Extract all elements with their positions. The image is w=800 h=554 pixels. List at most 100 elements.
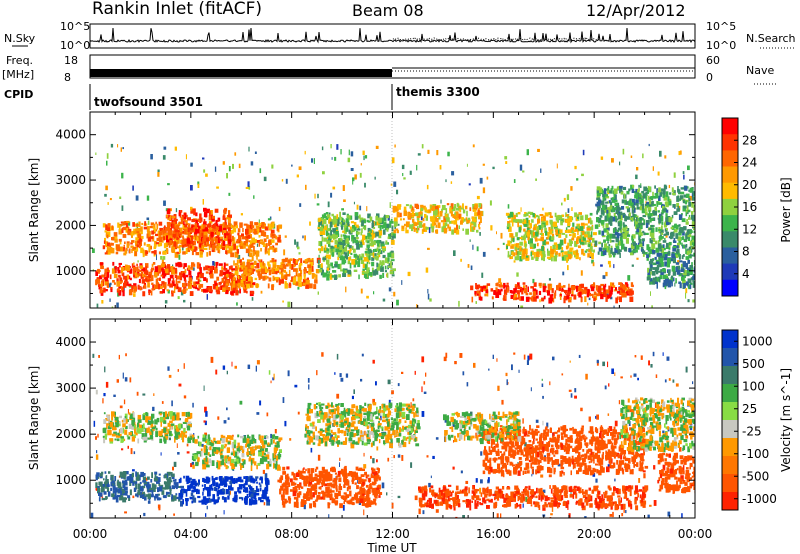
power-heatmap-cell — [247, 276, 252, 282]
power-heatmap-cell — [267, 283, 270, 289]
power-heatmap-cell — [230, 229, 234, 234]
power-heatmap-cell — [320, 227, 324, 232]
velocity-speck-cell — [161, 401, 164, 404]
velocity-speck-cell — [597, 507, 600, 511]
power-speck-cell — [127, 221, 131, 226]
power-heatmap-cell — [137, 233, 142, 238]
power-heatmap-cell — [211, 239, 214, 245]
power-heatmap-cell — [569, 297, 572, 300]
power-heatmap-cell — [610, 222, 613, 226]
power-heatmap-cell — [155, 278, 159, 285]
power-heatmap-cell — [507, 254, 511, 258]
power-heatmap-cell — [524, 230, 529, 236]
power-heatmap-cell — [297, 277, 302, 283]
power-heatmap-cell — [648, 252, 651, 258]
power-heatmap-cell — [560, 285, 564, 288]
power-speck-cell — [162, 256, 166, 260]
power-heatmap-cell — [649, 258, 654, 264]
power-heatmap-cell — [477, 210, 481, 216]
velocity-heatmap-cell — [166, 491, 170, 495]
power-heatmap-cell — [186, 238, 191, 244]
power-heatmap-cell — [118, 238, 122, 242]
power-heatmap-cell — [666, 275, 669, 279]
power-heatmap-cell — [119, 278, 122, 285]
velocity-speck-cell — [177, 369, 179, 372]
power-heatmap-cell — [634, 207, 636, 213]
velocity-heatmap-cell — [154, 474, 157, 479]
power-heatmap-cell — [328, 212, 331, 216]
power-speck-cell — [630, 155, 633, 158]
velocity-speck-cell — [287, 370, 290, 377]
velocity-speck-cell — [633, 373, 637, 377]
power-heatmap-cell — [366, 219, 369, 223]
power-heatmap-cell — [608, 244, 611, 247]
power-heatmap-cell — [120, 271, 124, 274]
power-heatmap-cell — [272, 222, 274, 228]
power-heatmap-cell — [159, 227, 163, 232]
power-heatmap-cell — [621, 231, 623, 238]
power-speck-cell — [104, 193, 107, 197]
velocity-speck-cell — [445, 352, 448, 358]
velocity-speck-cell — [105, 381, 109, 388]
power-heatmap-cell — [239, 275, 242, 282]
power-heatmap-cell — [610, 201, 613, 207]
power-heatmap-cell — [613, 212, 616, 219]
power-heatmap-cell — [549, 294, 553, 299]
power-heatmap-cell — [308, 257, 311, 263]
power-heatmap-cell — [353, 222, 357, 226]
power-heatmap-cell — [105, 242, 109, 247]
velocity-heatmap-cell — [138, 485, 141, 489]
power-heatmap-cell — [200, 249, 204, 253]
power-heatmap-cell — [433, 209, 438, 214]
power-speck-cell — [238, 163, 241, 169]
power-heatmap-cell — [374, 253, 377, 258]
power-heatmap-cell — [318, 220, 323, 226]
power-speck-cell — [359, 172, 362, 178]
power-heatmap-cell — [476, 229, 479, 233]
power-heatmap-cell — [158, 251, 161, 255]
power-heatmap-cell — [123, 252, 127, 256]
power-heatmap-cell — [693, 267, 695, 273]
power-heatmap-cell — [317, 259, 320, 264]
power-heatmap-cell — [379, 260, 382, 265]
velocity-speck-cell — [574, 395, 577, 399]
power-heatmap-cell — [549, 297, 553, 302]
power-heatmap-cell — [434, 205, 439, 210]
power-speck-cell — [427, 247, 430, 250]
power-heatmap-cell — [567, 250, 571, 255]
power-heatmap-cell — [285, 263, 289, 267]
power-heatmap-cell — [223, 223, 226, 230]
power-heatmap-cell — [689, 265, 693, 269]
velocity-heatmap-cell — [149, 434, 153, 440]
power-heatmap-cell — [378, 254, 381, 258]
velocity-heatmap-cell — [136, 426, 139, 433]
velocity-speck-cell — [357, 478, 359, 484]
power-heatmap-cell — [343, 224, 347, 230]
power-heatmap-cell — [599, 288, 602, 294]
power-heatmap-cell — [586, 240, 590, 243]
power-speck-cell — [638, 242, 640, 247]
power-speck-cell — [610, 296, 613, 300]
power-heatmap-cell — [199, 213, 202, 219]
velocity-speck-cell — [529, 353, 533, 360]
velocity-speck-cell — [103, 393, 106, 397]
power-heatmap-cell — [590, 243, 593, 247]
power-heatmap-cell — [143, 275, 147, 278]
velocity-speck-cell — [153, 393, 155, 396]
power-heatmap-cell — [277, 270, 280, 273]
power-speck-cell — [160, 256, 163, 260]
power-heatmap-cell — [472, 209, 476, 212]
power-heatmap-cell — [268, 228, 272, 231]
velocity-speck-cell — [227, 417, 230, 420]
power-heatmap-cell — [381, 224, 384, 228]
velocity-speck-cell — [294, 384, 298, 388]
power-heatmap-cell — [663, 192, 666, 197]
power-heatmap-cell — [374, 248, 378, 252]
power-heatmap-cell — [580, 232, 583, 238]
velocity-heatmap-cell — [146, 427, 150, 433]
velocity-heatmap-cell — [135, 471, 137, 477]
power-heatmap-cell — [320, 263, 323, 268]
power-heatmap-cell — [208, 250, 211, 256]
power-speck-cell — [688, 197, 691, 202]
power-heatmap-cell — [203, 277, 207, 281]
